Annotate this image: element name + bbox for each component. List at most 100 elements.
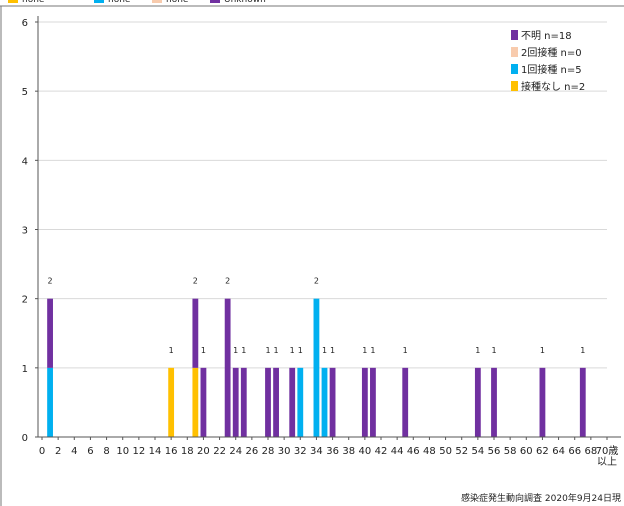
x-tick-label: 28 [262, 446, 275, 457]
bar-data-label: 2 [314, 277, 319, 286]
x-tick-label: 66 [568, 446, 581, 457]
x-tick-label: 58 [504, 446, 517, 457]
bar-segment [579, 367, 586, 437]
x-tick-label: 34 [310, 446, 323, 457]
bar-segment [361, 367, 368, 437]
x-tick-label: 18 [181, 446, 194, 457]
y-tick-label: 2 [22, 295, 28, 306]
bar-data-label: 1 [580, 346, 585, 355]
x-tick-label: 12 [132, 446, 145, 457]
x-tick-label: 14 [149, 446, 162, 457]
legend-label: 不明 n=18 [521, 30, 572, 42]
gridlines [38, 21, 607, 369]
bar-segment [321, 367, 328, 437]
x-tick-label: 22 [213, 446, 226, 457]
bar-data-label: 1 [265, 346, 270, 355]
bar-segment [539, 367, 546, 437]
top-legend-swatch [94, 0, 104, 3]
x-tick-label: 32 [294, 446, 307, 457]
x-tick-label: 20 [197, 446, 210, 457]
bar-data-label: 2 [225, 277, 230, 286]
legend-label: 2回接種 n=0 [521, 46, 582, 59]
top-legend-label: Unknown [224, 0, 266, 5]
bar-segment [370, 367, 376, 437]
bar-segment [329, 367, 336, 437]
legend-label: 1回接種 n=5 [521, 63, 582, 76]
bar-segment [474, 367, 481, 437]
bar-segment [168, 367, 175, 437]
bar-segment [47, 298, 53, 368]
bar-segment [47, 367, 53, 437]
x-tick-label: 36 [326, 446, 339, 457]
bar-data-label: 2 [193, 277, 198, 286]
bar-data-label: 1 [403, 346, 408, 355]
legend-label: 接種なし n=2 [521, 80, 585, 93]
bar-data-label: 1 [540, 346, 545, 355]
x-tick-label: 4 [71, 446, 77, 457]
x-tick-suffix: 以上 [597, 456, 617, 468]
bar-segment [402, 367, 409, 437]
x-tick-label: 10 [116, 446, 129, 457]
x-tick-label: 30 [278, 446, 291, 457]
source-note: 感染症発生動向調査 2020年9月24日現 [461, 492, 621, 504]
x-tick-label: 70歳 [596, 445, 619, 457]
x-tick-label: 16 [165, 446, 178, 457]
bar-segment [192, 298, 199, 368]
x-tick-label: 46 [407, 446, 420, 457]
x-tick-label: 44 [391, 446, 404, 457]
bar-data-label: 1 [362, 346, 367, 355]
bar-segment [273, 367, 279, 437]
bar-data-label: 1 [298, 346, 303, 355]
bar-data-label: 1 [169, 346, 174, 355]
x-tick-label: 38 [342, 446, 355, 457]
x-tick-label: 42 [375, 446, 388, 457]
bar-data-label: 2 [48, 277, 53, 286]
x-tick-label: 62 [536, 446, 549, 457]
x-tick-label: 6 [87, 446, 93, 457]
bar-segment [491, 367, 497, 437]
x-tick-label: 0 [39, 446, 45, 457]
x-tick-label: 54 [471, 446, 484, 457]
bar-segment [289, 367, 296, 437]
bars [47, 298, 586, 437]
top-legend-label: none [166, 0, 189, 5]
bar-data-label: 1 [370, 346, 375, 355]
bar-data-label: 1 [274, 346, 279, 355]
x-tick-label: 48 [423, 446, 436, 457]
bar-data-label: 1 [475, 346, 480, 355]
top-legend-swatch [8, 0, 18, 3]
legend-swatch [511, 30, 518, 40]
bar-segment [232, 367, 239, 437]
y-tick-label: 6 [22, 18, 28, 29]
bar-data-label: 1 [330, 346, 335, 355]
top-legend-swatch [210, 0, 220, 3]
bar-segment [224, 298, 231, 437]
x-tick-label: 50 [439, 446, 452, 457]
y-tick-label: 0 [22, 433, 28, 444]
x-tick-label: 56 [488, 446, 501, 457]
x-tick-label: 8 [103, 446, 109, 457]
bar-data-label: 1 [322, 346, 327, 355]
bar-segment [265, 367, 271, 437]
bar-data-label: 1 [241, 346, 246, 355]
legend-swatch [511, 64, 518, 74]
bar-segment [297, 367, 304, 437]
x-tick-label: 60 [520, 446, 533, 457]
legend-swatch [511, 81, 518, 91]
top-legend-label: none [108, 0, 131, 5]
x-tick-label: 68 [584, 446, 597, 457]
x-tick-label: 2 [55, 446, 61, 457]
bar-segment [313, 298, 320, 437]
x-tick-label: 64 [552, 446, 565, 457]
bar-segment [192, 367, 199, 437]
bar-segment [240, 367, 247, 437]
y-tick-label: 4 [22, 156, 28, 167]
x-tick-label: 52 [455, 446, 468, 457]
legend: 不明 n=18 2回接種 n=0 1回接種 n=5 接種なし n=2 [511, 30, 585, 93]
bar-data-label: 1 [491, 346, 496, 355]
bar-data-label: 1 [233, 346, 238, 355]
